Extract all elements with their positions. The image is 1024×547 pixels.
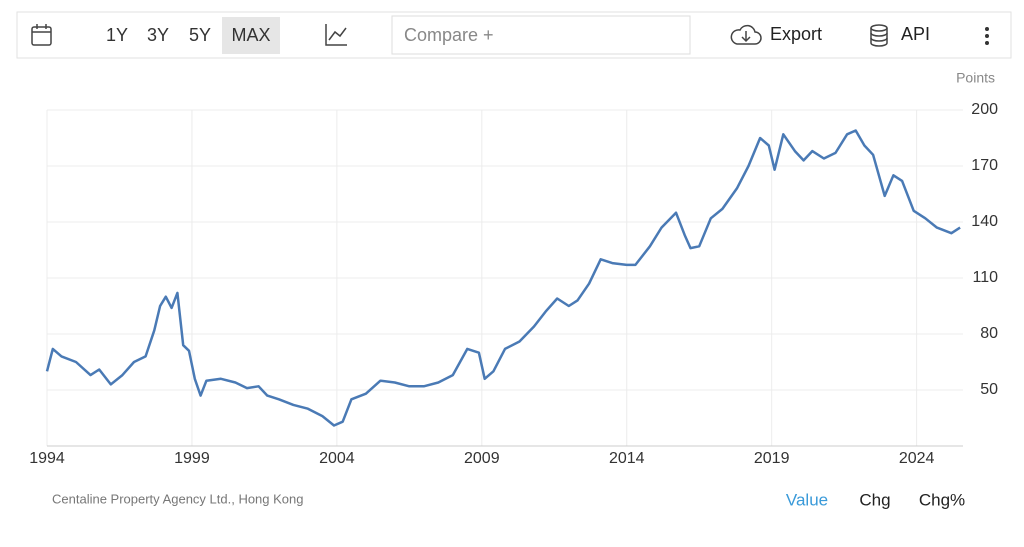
y-tick-label: 140 [971, 213, 998, 230]
x-tick-label: 2009 [464, 450, 500, 467]
y-tick-label: 170 [971, 157, 998, 174]
mode-button[interactable]: Value [786, 490, 828, 509]
compare-input[interactable] [391, 15, 691, 55]
unit-label: Points [956, 70, 995, 86]
export-button[interactable]: Export [770, 24, 822, 44]
plot: 50 80 110 140 170 200 1994 1999 2004 2009 2014 2019… [29, 101, 998, 467]
compare-placeholder: Compare + [404, 25, 494, 45]
range-button[interactable]: 5Y [189, 25, 211, 45]
more-menu[interactable] [985, 27, 989, 45]
x-tick-label: 2014 [609, 450, 645, 467]
range-selected [222, 17, 280, 54]
x-tick-label: 2019 [754, 450, 790, 467]
x-tick-label: 2024 [899, 450, 935, 467]
data-line [45, 129, 961, 427]
api-button[interactable]: API [901, 24, 930, 44]
mode-button[interactable]: Chg [859, 490, 890, 509]
range-button[interactable]: MAX [231, 25, 270, 45]
y-tick-label: 200 [971, 101, 998, 118]
mode-button[interactable]: Chg% [919, 490, 965, 509]
source: Centaline Property Agency Ltd., Hong Kon… [52, 491, 304, 506]
x-tick-label: 2004 [319, 450, 355, 467]
calendar-icon[interactable] [31, 24, 52, 46]
api-icon[interactable] [870, 24, 888, 47]
range-button[interactable]: 3Y [147, 25, 169, 45]
y-tick-label: 110 [972, 269, 998, 286]
y-tick-label: 80 [980, 325, 998, 342]
export-icon[interactable] [730, 24, 762, 45]
range-button[interactable]: 1Y [106, 25, 128, 45]
y-tick-label: 50 [980, 381, 998, 398]
x-tick-label: 1994 [29, 450, 65, 467]
chart-type-icon[interactable] [325, 24, 347, 46]
x-tick-label: 1999 [174, 450, 210, 467]
